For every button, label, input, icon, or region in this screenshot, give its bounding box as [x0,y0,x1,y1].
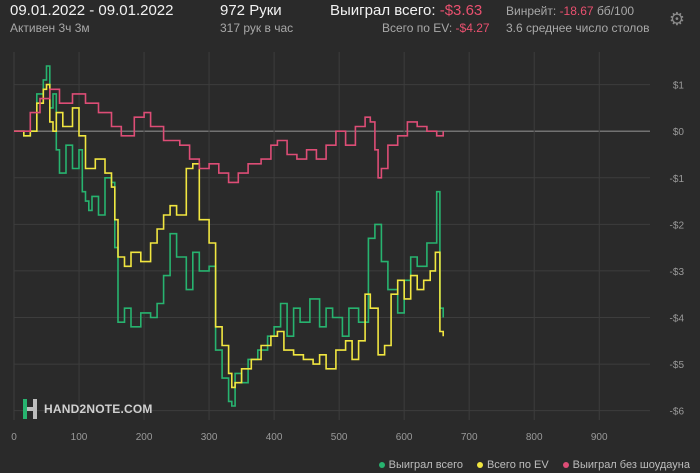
x-tick-label: 900 [591,432,608,443]
winrate-label: Винрейт: [506,4,557,18]
winrate-unit: бб/100 [596,4,635,18]
y-tick-label: $1 [673,81,685,92]
legend-item: Выиграл всего [378,459,463,471]
active-time: Активен 3ч 3м [10,21,90,35]
logo-icon [22,398,38,420]
legend-item: Всего по EV [476,459,549,471]
legend-dot-icon [562,462,569,468]
ev-total: Всего по EV: -$4.27 [382,21,490,35]
logo: HAND2NOTE.COM [22,398,153,420]
logo-text: HAND2NOTE.COM [44,402,153,416]
gear-icon[interactable]: ⚙ [668,9,686,29]
y-tick-label: -$6 [670,407,685,418]
winrate-value: -18.67 [559,4,594,18]
ev-total-label: Всего по EV: [382,21,453,35]
y-tick-label: -$3 [670,267,685,278]
hands-count: 972 Руки [220,2,282,19]
date-range: 09.01.2022 - 09.01.2022 [10,2,174,19]
legend-item: Выиграл без шоудауна [562,459,690,471]
y-tick-label: -$1 [670,174,685,185]
y-tick-label: $0 [673,127,685,138]
x-tick-label: 500 [331,432,348,443]
x-tick-label: 400 [266,432,283,443]
x-tick-label: 200 [136,432,153,443]
series-line-3 [14,88,444,184]
won-total: Выиграл всего: -$3.63 [330,2,482,19]
y-tick-label: -$4 [670,314,685,325]
legend-dot-icon [378,462,385,468]
x-tick-label: 100 [71,432,88,443]
avg-tables: 3.6 среднее число столов [506,21,650,35]
x-tick-label: 600 [396,432,413,443]
chart-legend: Выиграл всего Всего по EV Выиграл без шоуд… [378,459,690,471]
series-line-1 [14,65,444,407]
series-line-2 [14,83,444,389]
x-tick-label: 0 [11,432,17,443]
x-tick-label: 700 [461,432,478,443]
y-tick-label: -$5 [670,360,685,371]
y-tick-label: -$2 [670,220,685,231]
legend-dot-icon [476,462,483,468]
ev-total-value: -$4.27 [455,21,490,35]
won-total-value: -$3.63 [439,2,483,19]
x-tick-label: 800 [526,432,543,443]
legend-label: Выиграл всего [388,459,463,471]
winrate: Винрейт: -18.67 бб/100 [506,4,634,18]
legend-label: Выиграл без шоудауна [572,459,690,471]
won-total-label: Выиграл всего: [330,2,436,19]
x-tick-label: 300 [201,432,218,443]
legend-label: Всего по EV [486,459,549,471]
hands-per-hour: 317 рук в час [220,21,294,35]
